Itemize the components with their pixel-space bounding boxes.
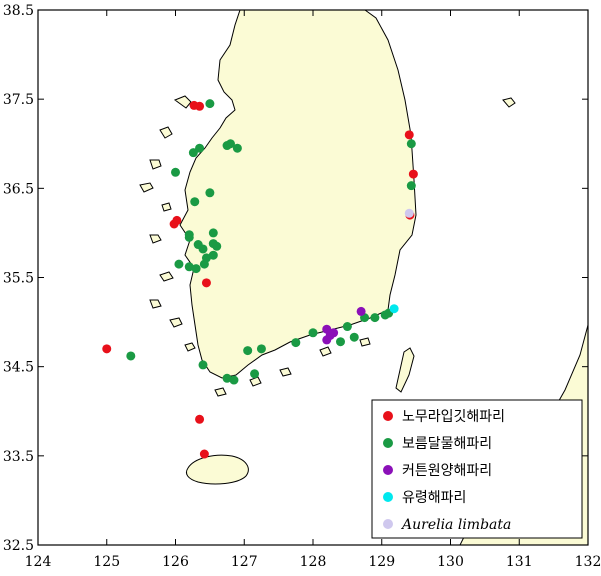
marker-series-1-point-37	[370, 313, 380, 323]
legend-label-0: 노무라입깃해파리	[402, 409, 505, 425]
x-tick-label: 124	[25, 554, 52, 570]
x-tick-label: 130	[437, 554, 464, 570]
marker-series-0-point-3	[408, 169, 418, 179]
marker-series-1-point-23	[174, 259, 184, 269]
marker-series-1-point-30	[256, 344, 266, 354]
legend-swatch-4	[383, 519, 393, 529]
tsushima-island	[395, 347, 415, 393]
legend-label-2: 커튼원양해파리	[402, 463, 492, 479]
marker-series-2-point-3	[322, 335, 332, 345]
marker-series-1-point-32	[308, 328, 318, 338]
marker-series-1-point-27	[229, 375, 239, 385]
x-tick-label: 127	[231, 554, 258, 570]
marker-series-1-point-29	[250, 369, 260, 379]
x-tick-label: 126	[162, 554, 189, 570]
x-tick-label: 131	[506, 554, 533, 570]
marker-series-1-point-8	[205, 188, 215, 198]
marker-series-1-point-10	[406, 181, 416, 191]
ulleungdo-island	[502, 97, 516, 108]
marker-series-4-point-0	[404, 208, 414, 218]
y-tick-label: 38.5	[3, 3, 34, 19]
marker-series-1-point-35	[349, 332, 359, 342]
marker-series-1-point-34	[342, 322, 352, 332]
x-tick-label: 129	[368, 554, 395, 570]
marker-series-0-point-6	[172, 215, 182, 225]
coastal-islands	[139, 95, 371, 397]
marker-series-1-point-4	[232, 143, 242, 153]
marker-series-0-point-1	[195, 101, 205, 111]
marker-series-1-point-20	[199, 259, 209, 269]
marker-series-1-point-0	[205, 99, 215, 109]
markers-layer	[102, 99, 418, 459]
marker-series-1-point-26	[222, 373, 232, 383]
marker-series-1-point-17	[212, 241, 222, 251]
y-tick-label: 35.5	[3, 271, 34, 287]
x-tick-label: 132	[575, 554, 601, 570]
y-tick-label: 36.5	[3, 181, 34, 197]
marker-series-0-point-9	[195, 414, 205, 424]
y-tick-label: 37.5	[3, 92, 34, 108]
y-tick-label: 34.5	[3, 360, 34, 376]
marker-series-0-point-8	[102, 344, 112, 354]
korean-peninsula-land	[179, 9, 417, 379]
marker-series-1-point-31	[291, 338, 301, 348]
y-tick-label: 33.5	[3, 449, 34, 465]
legend-swatch-3	[383, 492, 393, 502]
marker-series-3-point-0	[389, 304, 399, 314]
marker-series-1-point-9	[406, 139, 416, 149]
legend-swatch-0	[383, 411, 393, 421]
legend-label-4: Aurelia limbata	[400, 517, 511, 533]
marker-series-1-point-5	[222, 141, 232, 151]
marker-series-0-point-7	[201, 278, 211, 288]
legend-swatch-2	[383, 465, 393, 475]
marker-series-1-point-28	[243, 346, 253, 356]
marker-series-1-point-7	[190, 197, 200, 207]
marker-series-1-point-22	[184, 262, 194, 272]
marker-series-2-point-2	[329, 328, 339, 338]
marker-series-1-point-6	[171, 167, 180, 177]
marker-series-1-point-19	[208, 250, 218, 260]
marker-series-1-point-21	[191, 264, 201, 274]
legend-label-1: 보름달물해파리	[402, 436, 492, 452]
legend-swatch-1	[383, 438, 393, 448]
legend-label-3: 유령해파리	[402, 490, 466, 506]
marker-series-1-point-13	[208, 228, 218, 238]
marker-series-2-point-4	[356, 306, 366, 316]
marker-series-1-point-15	[198, 244, 208, 254]
marker-series-0-point-10	[199, 449, 209, 459]
marker-series-1-point-25	[198, 360, 208, 370]
jeju-island	[185, 454, 249, 485]
y-tick-label: 32.5	[3, 538, 34, 554]
marker-series-1-point-1	[188, 148, 198, 158]
marker-series-1-point-33	[336, 337, 345, 347]
axis-ticks: 124 125 126 127 128 129 130 131 132 32.5 33.5 34.5 3…	[3, 3, 601, 570]
marker-series-1-point-2	[195, 143, 205, 153]
x-tick-label: 128	[300, 554, 327, 570]
marker-series-1-point-14	[184, 230, 194, 240]
marker-series-1-point-24	[126, 351, 136, 361]
legend-box	[371, 399, 583, 539]
x-tick-label: 125	[93, 554, 120, 570]
marker-series-0-point-2	[404, 130, 414, 140]
